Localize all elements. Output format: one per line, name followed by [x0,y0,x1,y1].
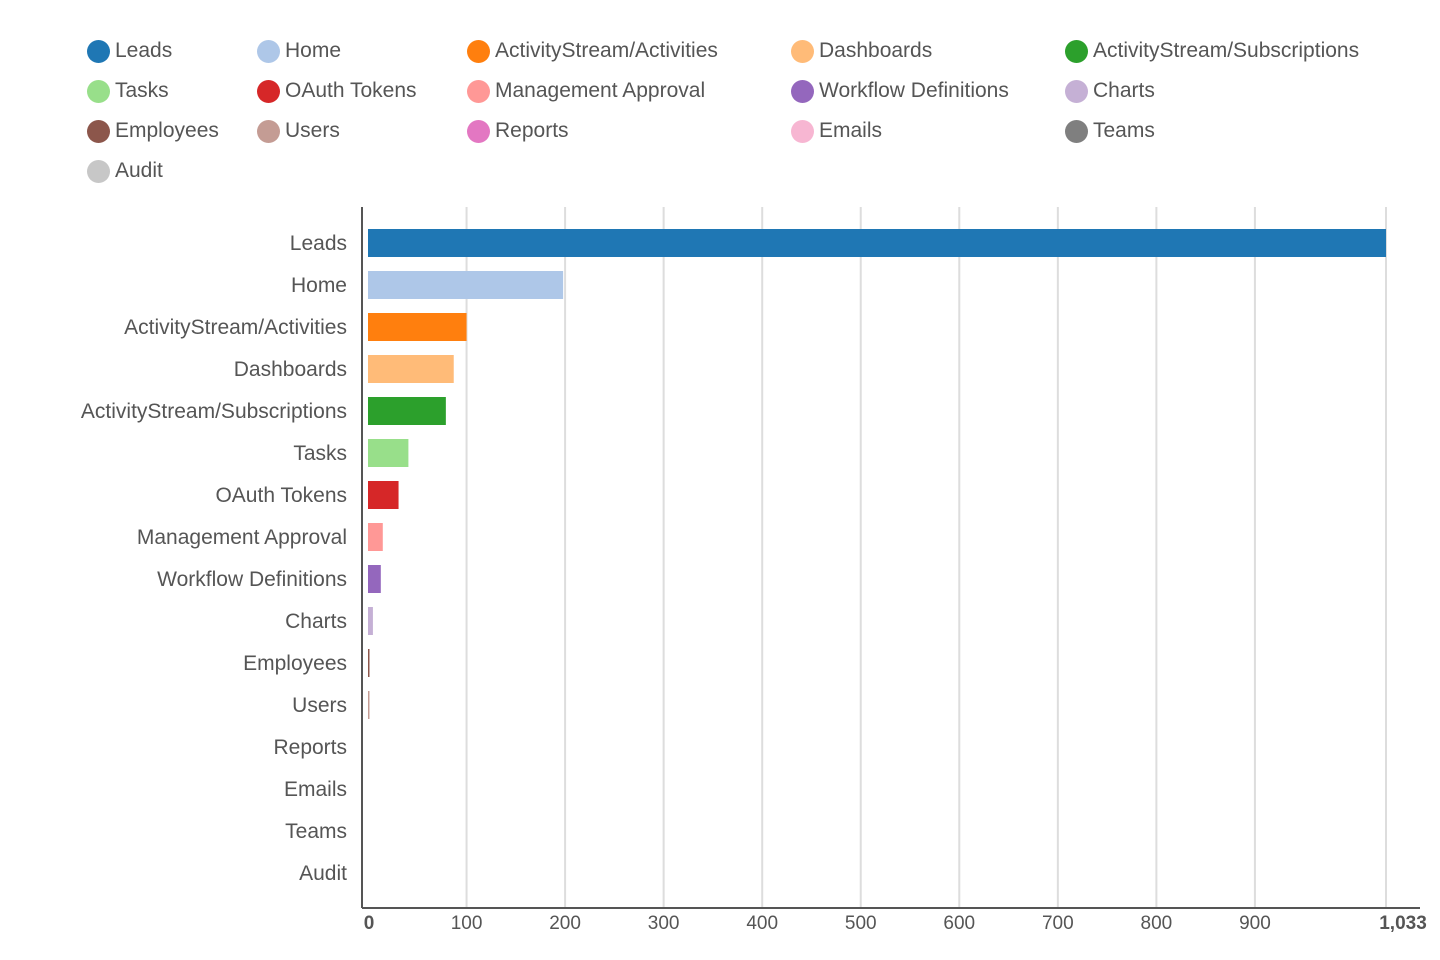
x-tick-label: 700 [1042,913,1074,934]
x-tick-label: 400 [746,913,778,934]
legend-label: ActivityStream/Subscriptions [1093,39,1360,62]
legend-swatch [1065,39,1088,63]
x-tick-label: 900 [1239,913,1271,934]
category-label: OAuth Tokens [215,484,347,507]
legend-swatch [257,39,280,63]
bar-leads [368,229,1386,257]
legend-label: Management Approval [495,79,706,102]
legend-label: Employees [115,119,219,142]
legend-item-charts[interactable]: Charts [1065,76,1155,106]
category-label: Leads [290,232,347,255]
category-label: Reports [273,736,347,759]
legend-item-leads[interactable]: Leads [87,36,172,66]
legend-item-activitystream-subscriptions[interactable]: ActivityStream/Subscriptions [1065,36,1359,66]
legend-label: Charts [1093,79,1155,102]
bar-management-approval [368,523,383,551]
legend-item-activitystream-activities[interactable]: ActivityStream/Activities [467,36,718,66]
x-tick-label: 0 [364,913,375,934]
legend-swatch [467,39,490,63]
bar-charts [368,607,373,635]
legend-item-teams[interactable]: Teams [1065,116,1155,146]
legend-swatch [1065,79,1088,103]
category-label: Charts [285,610,347,633]
legend-label: Users [285,119,340,142]
x-tick-label: 200 [549,913,581,934]
x-tick-label: 1,033 [1379,913,1427,934]
legend-swatch [791,39,814,63]
legend-swatch [791,79,814,103]
bar-dashboards [368,355,454,383]
bar-tasks [368,439,409,467]
x-tick-label: 800 [1141,913,1173,934]
legend-item-management-approval[interactable]: Management Approval [467,76,705,106]
x-tick-label: 100 [451,913,483,934]
bar-oauth-tokens [368,481,399,509]
category-label: Users [292,694,347,717]
legend-label: Workflow Definitions [819,79,1009,102]
legend-label: Emails [819,119,883,142]
legend-item-audit[interactable]: Audit [87,156,163,186]
category-label: Home [291,274,347,297]
legend-swatch [257,79,280,103]
legend-label: Tasks [115,79,169,102]
legend-label: OAuth Tokens [285,79,417,102]
legend-label: Leads [115,39,173,62]
category-label: Tasks [293,442,347,465]
category-label: ActivityStream/Activities [124,316,347,339]
category-label: Management Approval [137,526,347,549]
legend-item-oauth-tokens[interactable]: OAuth Tokens [257,76,417,106]
bar-employees [368,649,370,677]
bar-activitystream-subscriptions [368,397,446,425]
legend-label: Reports [495,119,569,142]
legend-swatch [467,79,490,103]
legend-label: Home [285,39,342,62]
legend-label: Dashboards [819,39,933,62]
legend-item-tasks[interactable]: Tasks [87,76,169,106]
category-label: Workflow Definitions [157,568,347,591]
bar-workflow-definitions [368,565,381,593]
category-label: Dashboards [234,358,347,381]
legend-swatch [1065,119,1088,143]
legend-swatch [467,119,490,143]
legend-swatch [791,119,814,143]
legend-item-reports[interactable]: Reports [467,116,569,146]
legend-item-employees[interactable]: Employees [87,116,219,146]
legend-label: ActivityStream/Activities [495,39,718,62]
legend-item-dashboards[interactable]: Dashboards [791,36,932,66]
category-label: ActivityStream/Subscriptions [81,400,347,423]
bar-home [368,271,564,299]
legend-item-users[interactable]: Users [257,116,340,146]
bar-users [368,691,370,719]
legend-swatch [87,119,110,143]
legend-label: Teams [1093,119,1155,142]
legend-item-workflow-definitions[interactable]: Workflow Definitions [791,76,1009,106]
legend-item-emails[interactable]: Emails [791,116,882,146]
category-label: Employees [243,652,347,675]
legend-item-home[interactable]: Home [257,36,341,66]
bar-activitystream-activities [368,313,467,341]
x-tick-label: 600 [943,913,975,934]
legend-label: Audit [115,159,163,182]
legend-swatch [87,159,110,183]
category-label: Emails [284,778,347,801]
legend-swatch [257,119,280,143]
legend-swatch [87,79,110,103]
x-tick-label: 300 [648,913,680,934]
category-label: Teams [285,820,347,843]
category-label: Audit [299,862,347,885]
legend-swatch [87,39,110,63]
x-tick-label: 500 [845,913,877,934]
